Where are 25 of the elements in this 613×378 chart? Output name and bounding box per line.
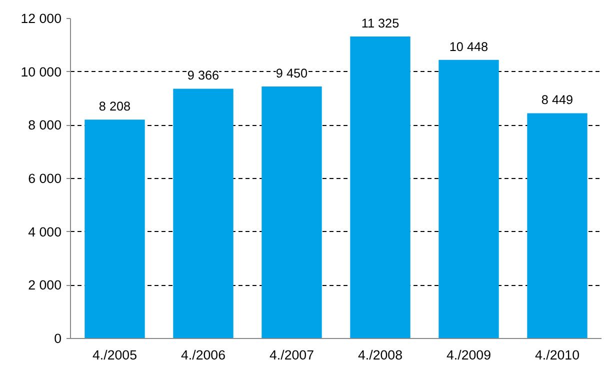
bar <box>527 113 588 338</box>
bar <box>84 120 145 338</box>
x-tick-label: 4./2009 <box>446 348 491 362</box>
x-tick-label: 4./2006 <box>181 348 226 362</box>
data-label: 9 366 <box>187 68 220 83</box>
bar <box>350 36 410 338</box>
y-tick-label: 12 000 <box>20 11 62 26</box>
data-label: 8 449 <box>541 93 574 108</box>
bar <box>262 86 322 338</box>
y-tick-label: 4 000 <box>28 224 62 240</box>
bar <box>438 60 499 338</box>
x-tick-label: 4./2005 <box>92 348 137 362</box>
y-tick-label: 8 000 <box>28 118 62 133</box>
x-tick-label: 4./2008 <box>358 348 402 362</box>
data-label: 9 450 <box>276 66 308 80</box>
bar <box>173 88 234 338</box>
y-tick-label: 0 <box>54 331 62 346</box>
y-tick-label: 2 000 <box>28 278 62 293</box>
x-tick-label: 4./2010 <box>535 348 580 362</box>
x-tick-label: 4./2007 <box>270 348 314 362</box>
data-label: 11 325 <box>361 16 400 30</box>
y-tick-label: 6 000 <box>28 171 62 186</box>
data-label: 10 448 <box>449 40 488 54</box>
data-label: 8 208 <box>98 100 131 114</box>
y-tick-label: 10 000 <box>20 64 62 80</box>
